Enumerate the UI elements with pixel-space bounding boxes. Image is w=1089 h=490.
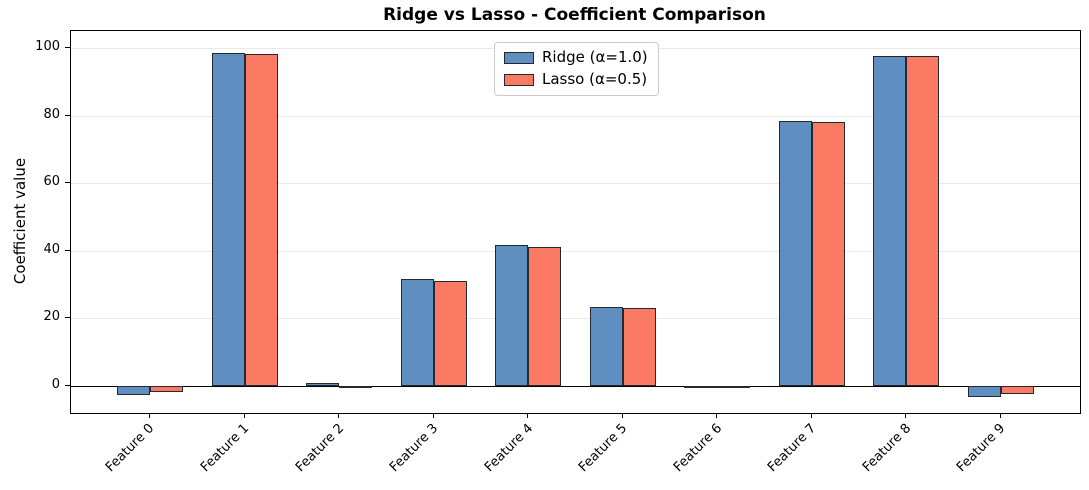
bar-lasso-feature-3: [433, 280, 467, 386]
bar-lasso-feature-1: [244, 53, 278, 386]
x-tick-mark-0: [149, 413, 150, 418]
x-tick-label-4: Feature 4: [481, 421, 536, 476]
legend-label-lasso: Lasso (α=0.5): [542, 70, 648, 88]
bar-ridge-feature-9: [967, 386, 1001, 397]
x-tick-label-8: Feature 8: [859, 421, 915, 476]
bar-ridge-feature-7: [778, 120, 812, 386]
bar-ridge-feature-6: [684, 386, 718, 388]
legend-swatch-ridge: [504, 51, 534, 64]
legend: Ridge (α=1.0) Lasso (α=0.5): [494, 42, 659, 96]
y-tick-mark-20: [65, 317, 70, 319]
x-tick-label-9: Feature 9: [954, 421, 1009, 476]
bar-ridge-feature-0: [117, 386, 150, 396]
gridline-y60: [71, 183, 1080, 185]
bar-lasso-feature-0: [150, 386, 183, 393]
bar-ridge-feature-2: [306, 382, 340, 386]
bar-ridge-feature-3: [400, 279, 434, 386]
legend-item-ridge: Ridge (α=1.0): [504, 49, 648, 66]
y-tick-mark-100: [65, 46, 70, 48]
y-tick-label-20: 20: [43, 309, 60, 325]
x-tick-mark-7: [810, 413, 812, 418]
y-tick-mark-40: [65, 249, 70, 251]
y-tick-mark-60: [65, 182, 70, 184]
y-tick-label-40: 40: [43, 241, 60, 257]
chart-title: Ridge vs Lasso - Coefficient Comparison: [383, 5, 766, 25]
bar-lasso-feature-2: [339, 386, 373, 388]
gridline-y80: [71, 115, 1080, 117]
x-tick-label-7: Feature 7: [765, 421, 820, 476]
x-tick-label-6: Feature 6: [670, 421, 725, 476]
y-tick-mark-0: [65, 385, 70, 386]
x-tick-label-2: Feature 2: [292, 421, 347, 476]
bar-ridge-feature-8: [873, 56, 907, 386]
x-tick-label-5: Feature 5: [576, 421, 631, 476]
x-tick-mark-5: [621, 413, 623, 418]
x-tick-mark-4: [527, 413, 529, 418]
bar-lasso-feature-5: [622, 308, 656, 386]
gridline-y40: [71, 250, 1080, 252]
legend-label-ridge: Ridge (α=1.0): [542, 48, 648, 66]
bar-ridge-feature-1: [211, 53, 245, 386]
x-tick-label-0: Feature 0: [103, 421, 158, 476]
y-tick-mark-80: [65, 114, 70, 116]
bar-lasso-feature-9: [1000, 386, 1034, 395]
bar-lasso-feature-6: [717, 386, 751, 388]
x-tick-label-3: Feature 3: [387, 421, 442, 476]
bar-ridge-feature-4: [495, 245, 529, 386]
bar-lasso-feature-7: [811, 121, 845, 386]
x-tick-mark-6: [716, 413, 718, 418]
legend-swatch-lasso: [504, 73, 534, 86]
y-tick-label-100: 100: [35, 38, 60, 54]
legend-item-lasso: Lasso (α=0.5): [504, 71, 648, 88]
y-tick-label-60: 60: [43, 174, 60, 190]
y-tick-label-80: 80: [43, 106, 60, 122]
x-tick-mark-3: [432, 413, 434, 418]
x-tick-mark-1: [243, 413, 245, 418]
bar-ridge-feature-5: [589, 307, 623, 386]
bar-lasso-feature-4: [528, 246, 562, 386]
x-tick-mark-8: [905, 413, 907, 418]
bar-lasso-feature-8: [906, 56, 940, 386]
y-tick-label-0: 0: [51, 377, 60, 392]
zero-line: [71, 386, 1080, 387]
gridline-y20: [71, 318, 1080, 320]
x-tick-mark-9: [999, 413, 1001, 418]
x-tick-label-1: Feature 1: [197, 421, 253, 476]
x-tick-mark-2: [338, 413, 340, 418]
